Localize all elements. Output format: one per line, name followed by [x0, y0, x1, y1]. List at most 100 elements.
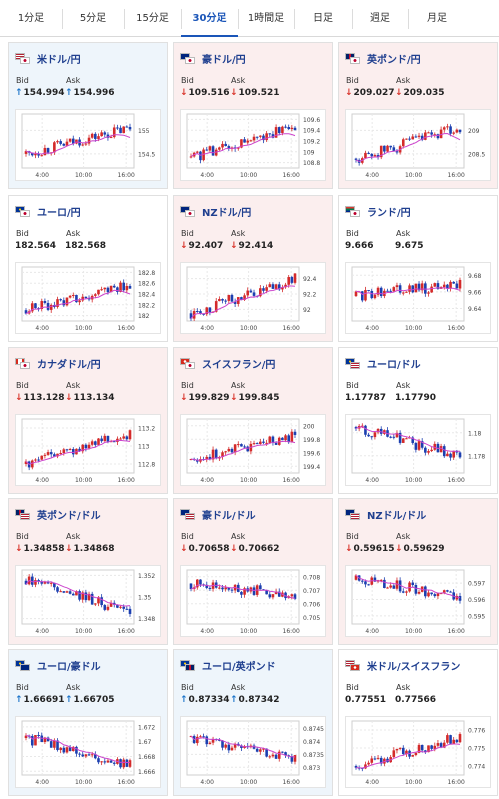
pair-name-link[interactable]: ユーロ/豪ドル [37, 661, 101, 673]
candlestick-chart[interactable]: 1.672 1.67 1.668 1.666 4:00 10:00 16:00 [15, 716, 161, 788]
rate-card[interactable]: NZドル/ドル Bid Ask ↓0.59615 ↓0.59629 0.597 0.596 0… [338, 498, 498, 645]
candlestick-chart[interactable]: 200 199.8 199.6 199.4 4:00 10:00 16:00 [180, 414, 326, 486]
candle-body [208, 307, 212, 313]
candlestick-chart[interactable]: 209 208.5 4:00 10:00 16:00 [345, 109, 491, 181]
candle-body [442, 127, 446, 130]
pair-name-link[interactable]: 豪ドル/円 [202, 54, 246, 66]
candle-body [367, 762, 370, 765]
arrow-down-icon: ↓ [345, 544, 353, 554]
x-tick-label: 16:00 [448, 779, 465, 786]
pair-name-link[interactable]: スイスフラン/円 [202, 359, 276, 371]
pair-name-link[interactable]: ランド/円 [367, 207, 411, 219]
y-tick-label: 154.5 [138, 151, 155, 158]
candlestick-chart[interactable]: 0.597 0.596 0.595 4:00 10:00 16:00 [345, 565, 491, 637]
candle-body [252, 587, 256, 595]
rate-card[interactable]: カナダドル/円 Bid Ask ↓113.128 ↓113.134 113.2 113 112… [8, 347, 168, 494]
candle-body [196, 579, 199, 588]
candlestick-chart[interactable]: 9.68 9.66 9.64 4:00 10:00 16:00 [345, 262, 491, 334]
pair-name-link[interactable]: 英ポンド/ドル [37, 510, 101, 522]
rate-card[interactable]: スイスフラン/円 Bid Ask ↓199.829 ↓199.845 200 199.8 19… [173, 347, 333, 494]
candlestick-chart[interactable]: 1.352 1.35 1.348 4:00 10:00 16:00 [15, 565, 161, 637]
candlestick-chart[interactable]: 0.708 0.707 0.706 0.705 4:00 10:00 16:00 [180, 565, 326, 637]
bid-value: 1.17787 [345, 393, 386, 403]
candle-body [221, 740, 224, 748]
pair-name-link[interactable]: 英ポンド/円 [367, 54, 421, 66]
pair-name-link[interactable]: NZドル/円 [202, 207, 252, 219]
candle-body [31, 152, 34, 156]
rate-card[interactable]: ユーロ/円 Bid Ask 182.564 182.568 182.8 182.6 182.4… [8, 195, 168, 342]
candle-body [293, 755, 297, 762]
pair-name-link[interactable]: ユーロ/円 [37, 207, 81, 219]
candle-body [386, 587, 389, 589]
pair-name-link[interactable]: ユーロ/英ポンド [202, 661, 276, 673]
us-flag-icon [350, 512, 360, 520]
rate-card[interactable]: ユーロ/豪ドル Bid Ask ↑1.66691 ↑1.66705 1.672 1.67 1.… [8, 649, 168, 796]
arrow-down-icon: ↓ [230, 544, 238, 554]
candle-body [281, 287, 284, 290]
candle-body [125, 285, 129, 291]
candlestick-chart[interactable]: 109.6 109.4 109.2 109 108.8 4:00 10:00 16:00 [180, 109, 326, 181]
x-tick-label: 16:00 [118, 172, 135, 179]
rate-card[interactable]: ランド/円 Bid Ask 9.666 9.675 9.68 9.66 9.64 4:00 10:… [338, 195, 498, 342]
candle-body [277, 751, 281, 759]
candle-body [373, 758, 377, 760]
candle-body [436, 593, 440, 597]
pair-name-link[interactable]: 米ドル/円 [37, 54, 81, 66]
rate-card[interactable]: ユーロ/英ポンド Bid Ask ↑0.87334 ↑0.87342 0.8745 0.87… [173, 649, 333, 796]
tab-5[interactable]: 日足 [313, 13, 333, 24]
candle-body [446, 590, 449, 592]
tab-0[interactable]: 1分足 [17, 13, 45, 24]
rate-card-header: カナダドル/円 [15, 355, 101, 371]
ask-value-text: 113.134 [73, 393, 115, 403]
x-tick-label: 16:00 [118, 779, 135, 786]
candle-body [398, 580, 402, 592]
rate-card-header: 米ドル/スイスフラン [345, 657, 460, 673]
candle-body [125, 436, 129, 440]
x-tick-label: 16:00 [118, 477, 135, 484]
candlestick-chart[interactable]: 182.8 182.6 182.4 182.2 182 4:00 10:00 16:00 [15, 262, 161, 334]
candle-body [259, 749, 262, 752]
rate-card[interactable]: 英ポンド/円 Bid Ask ↓209.027 ↓209.035 209 208.5 4:00… [338, 42, 498, 189]
pair-name-link[interactable]: NZドル/ドル [367, 510, 427, 522]
candle-body [268, 756, 272, 758]
candlestick-chart[interactable]: 1.18 1.178 4:00 10:00 16:00 [345, 414, 491, 486]
candle-body [265, 287, 268, 291]
plot-frame [186, 418, 300, 474]
tab-3[interactable]: 30分足 [181, 0, 238, 37]
rate-card[interactable]: 米ドル/スイスフラン Bid Ask 0.77551 0.77566 0.776 0.775… [338, 649, 498, 796]
candlestick-chart[interactable]: 155 154.5 4:00 10:00 16:00 [15, 109, 161, 181]
candle-body [262, 288, 265, 291]
rate-card[interactable]: 英ポンド/ドル Bid Ask ↓1.34858 ↓1.34868 1.352 1.35 1.… [8, 498, 168, 645]
candlestick-chart[interactable]: 113.2 113 112.8 4:00 10:00 16:00 [15, 414, 161, 486]
rate-card[interactable]: 豪ドル/円 Bid Ask ↓109.516 ↓109.521 109.6 109.4 109… [173, 42, 333, 189]
candle-body [401, 591, 405, 593]
candle-body [112, 127, 116, 138]
tab-7[interactable]: 月足 [427, 13, 447, 24]
pair-name-link[interactable]: 豪ドル/ドル [202, 510, 256, 522]
candlestick-chart[interactable]: 0.776 0.775 0.774 4:00 10:00 16:00 [345, 716, 491, 788]
bid-value-text: 1.17787 [345, 393, 386, 403]
x-tick-label: 16:00 [118, 325, 135, 332]
tab-4[interactable]: 1時間足 [247, 13, 285, 24]
candle-body [68, 449, 72, 451]
tab-1[interactable]: 5分足 [79, 13, 107, 24]
rate-card[interactable]: NZドル/円 Bid Ask ↓92.407 ↓92.414 92.4 92.2 92 4:00… [173, 195, 333, 342]
candle-body [94, 133, 97, 139]
tab-6[interactable]: 週足 [370, 13, 390, 24]
rate-card[interactable]: 米ドル/円 Bid Ask ↑154.994 ↑154.996 155 154.5 4:00 1… [8, 42, 168, 189]
bid-value: ↑154.994 [15, 88, 65, 98]
tab-2[interactable]: 15分足 [136, 13, 169, 24]
pair-name-link[interactable]: 米ドル/スイスフラン [367, 661, 461, 673]
rate-card[interactable]: ユーロ/ドル Bid Ask 1.17787 1.17790 1.18 1.178 4:00 1… [338, 347, 498, 494]
pair-name-link[interactable]: カナダドル/円 [37, 359, 101, 371]
x-tick-label: 4:00 [365, 172, 379, 179]
candle-body [84, 444, 88, 449]
candlestick-chart[interactable]: 92.4 92.2 92 4:00 10:00 16:00 [180, 262, 326, 334]
rate-card[interactable]: 豪ドル/ドル Bid Ask ↓0.70658 ↓0.70662 0.708 0.707 0.… [173, 498, 333, 645]
candle-body [411, 285, 415, 293]
candlestick-chart[interactable]: 0.8745 0.874 0.8735 0.873 4:00 10:00 16:00 [180, 716, 326, 788]
x-tick-label: 16:00 [448, 325, 465, 332]
pair-name-link[interactable]: ユーロ/ドル [367, 359, 421, 371]
candle-body [376, 428, 380, 433]
candle-body [405, 291, 408, 293]
